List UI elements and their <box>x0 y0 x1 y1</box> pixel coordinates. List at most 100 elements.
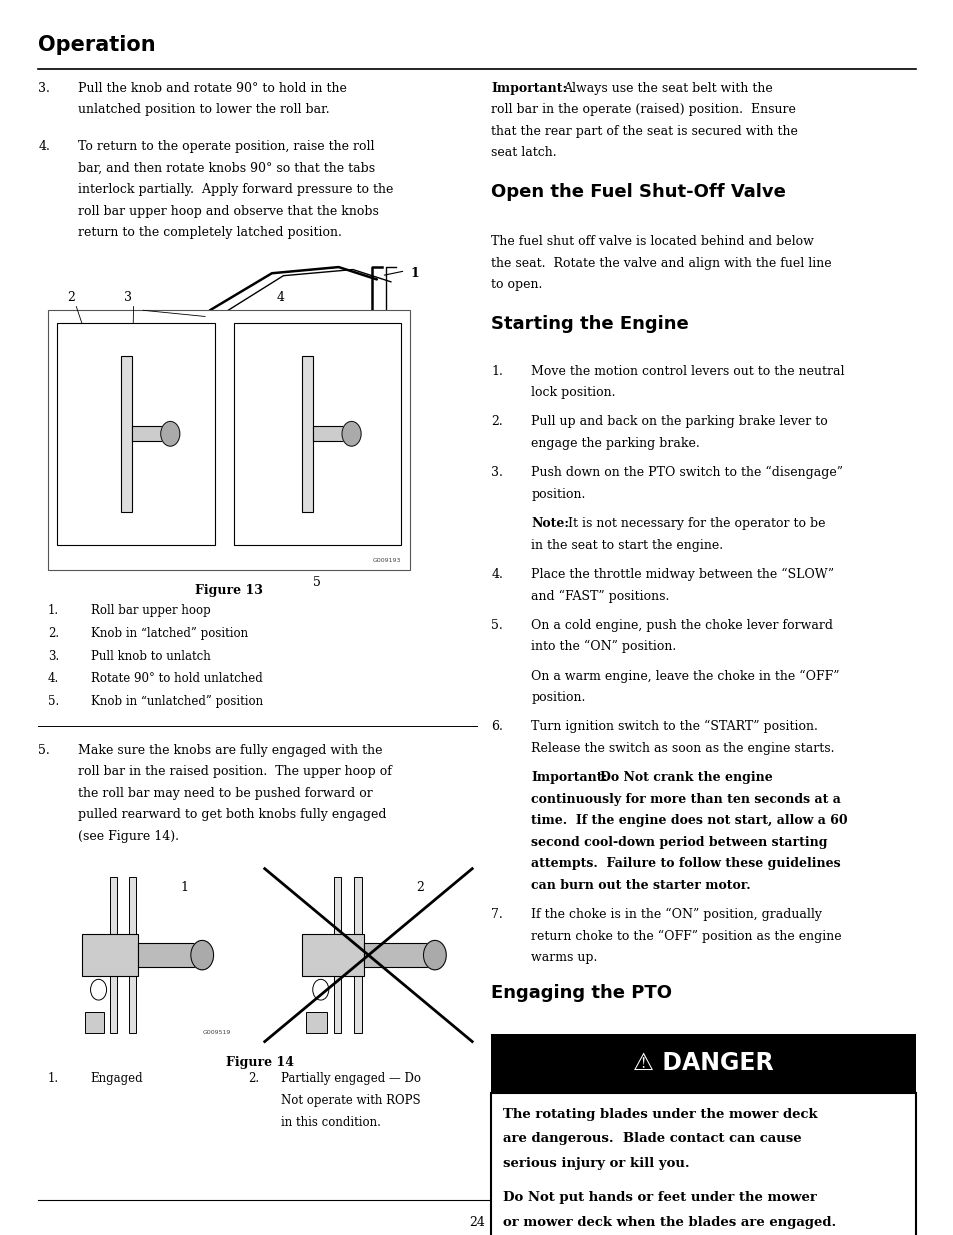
Text: 1.: 1. <box>48 1072 59 1086</box>
Text: 1.: 1. <box>491 364 502 378</box>
Text: 4.: 4. <box>48 672 59 685</box>
Text: Partially engaged — Do: Partially engaged — Do <box>281 1072 421 1086</box>
Text: Figure 14: Figure 14 <box>226 1056 294 1070</box>
Text: Turn ignition switch to the “START” position.: Turn ignition switch to the “START” posi… <box>531 720 818 734</box>
Bar <box>132 426 162 441</box>
Text: bar, and then rotate knobs 90° so that the tabs: bar, and then rotate knobs 90° so that t… <box>78 162 375 174</box>
Text: 3.: 3. <box>48 650 59 663</box>
Text: into the “ON” position.: into the “ON” position. <box>531 640 676 653</box>
Bar <box>306 1013 327 1032</box>
Text: Do Not put hands or feet under the mower: Do Not put hands or feet under the mower <box>502 1191 816 1204</box>
Text: The rotating blades under the mower deck: The rotating blades under the mower deck <box>502 1108 817 1120</box>
Text: the roll bar may need to be pushed forward or: the roll bar may need to be pushed forwa… <box>78 787 373 800</box>
Text: Pull the knob and rotate 90° to hold in the: Pull the knob and rotate 90° to hold in … <box>78 82 347 95</box>
Text: 6.: 6. <box>491 720 502 734</box>
Text: 5.: 5. <box>491 619 502 631</box>
Text: 5.: 5. <box>48 695 59 708</box>
Text: Rotate 90° to hold unlatched: Rotate 90° to hold unlatched <box>91 672 262 685</box>
Bar <box>110 877 117 1032</box>
Text: position.: position. <box>531 488 585 501</box>
Bar <box>491 1093 915 1235</box>
Text: On a cold engine, push the choke lever forward: On a cold engine, push the choke lever f… <box>531 619 833 631</box>
Bar <box>48 310 410 569</box>
Text: time.  If the engine does not start, allow a 60: time. If the engine does not start, allo… <box>531 814 847 827</box>
Text: 2.: 2. <box>48 627 59 640</box>
Bar <box>491 1034 915 1093</box>
Text: (see Figure 14).: (see Figure 14). <box>78 830 179 844</box>
Text: warms up.: warms up. <box>531 951 598 965</box>
Text: Always use the seat belt with the: Always use the seat belt with the <box>562 82 772 95</box>
Text: To return to the operate position, raise the roll: To return to the operate position, raise… <box>78 140 375 153</box>
Circle shape <box>191 940 213 969</box>
Bar <box>364 944 430 967</box>
Text: Not operate with ROPS: Not operate with ROPS <box>281 1094 420 1107</box>
Text: 2.: 2. <box>248 1072 259 1086</box>
Bar <box>334 877 341 1032</box>
Text: 1: 1 <box>180 881 188 894</box>
Text: that the rear part of the seat is secured with the: that the rear part of the seat is secure… <box>491 125 798 138</box>
Text: Engaged: Engaged <box>91 1072 143 1086</box>
Text: attempts.  Failure to follow these guidelines: attempts. Failure to follow these guidel… <box>531 857 841 871</box>
Text: 5: 5 <box>313 576 321 589</box>
Text: 4.: 4. <box>491 568 502 580</box>
Text: If the choke is in the “ON” position, gradually: If the choke is in the “ON” position, gr… <box>531 908 821 921</box>
Circle shape <box>423 940 446 969</box>
Bar <box>138 944 198 967</box>
Text: Pull knob to unlatch: Pull knob to unlatch <box>91 650 211 663</box>
Text: Starting the Engine: Starting the Engine <box>491 315 688 333</box>
Text: 1.: 1. <box>48 604 59 618</box>
Circle shape <box>160 421 179 446</box>
Text: On a warm engine, leave the choke in the “OFF”: On a warm engine, leave the choke in the… <box>531 669 839 683</box>
Bar <box>301 356 313 511</box>
Text: to open.: to open. <box>491 278 542 291</box>
Text: Release the switch as soon as the engine starts.: Release the switch as soon as the engine… <box>531 742 834 755</box>
Text: Important:: Important: <box>531 771 607 784</box>
Text: Knob in “unlatched” position: Knob in “unlatched” position <box>91 695 262 708</box>
Text: 4.: 4. <box>38 140 50 153</box>
Bar <box>57 322 214 545</box>
Text: Make sure the knobs are fully engaged with the: Make sure the knobs are fully engaged wi… <box>78 743 382 757</box>
Text: continuously for more than ten seconds at a: continuously for more than ten seconds a… <box>531 793 841 805</box>
Bar <box>129 877 136 1032</box>
Text: 1: 1 <box>410 267 418 280</box>
Bar <box>302 935 364 976</box>
Bar <box>313 426 343 441</box>
Text: It is not necessary for the operator to be: It is not necessary for the operator to … <box>567 517 824 530</box>
Text: G009193: G009193 <box>372 558 400 563</box>
Text: ⚠ DANGER: ⚠ DANGER <box>633 1051 773 1076</box>
Text: 2: 2 <box>416 881 424 894</box>
Text: Place the throttle midway between the “SLOW”: Place the throttle midway between the “S… <box>531 568 834 580</box>
Circle shape <box>341 421 360 446</box>
Text: 3: 3 <box>124 291 132 304</box>
Text: and “FAST” positions.: and “FAST” positions. <box>531 589 669 603</box>
Text: 4: 4 <box>276 291 284 304</box>
Text: G009519: G009519 <box>203 1030 232 1035</box>
Bar <box>120 356 132 511</box>
Text: in the seat to start the engine.: in the seat to start the engine. <box>531 538 722 552</box>
Text: Figure 13: Figure 13 <box>194 584 263 598</box>
Text: serious injury or kill you.: serious injury or kill you. <box>502 1157 689 1171</box>
Text: lock position.: lock position. <box>531 387 616 399</box>
Text: in this condition.: in this condition. <box>281 1115 381 1129</box>
Text: unlatched position to lower the roll bar.: unlatched position to lower the roll bar… <box>78 104 330 116</box>
Text: second cool-down period between starting: second cool-down period between starting <box>531 836 827 848</box>
Text: 2: 2 <box>67 291 74 304</box>
Text: Push down on the PTO switch to the “disengage”: Push down on the PTO switch to the “dise… <box>531 466 842 479</box>
Text: the seat.  Rotate the valve and align with the fuel line: the seat. Rotate the valve and align wit… <box>491 257 831 269</box>
Bar <box>354 877 361 1032</box>
Text: seat latch.: seat latch. <box>491 146 557 159</box>
Text: or mower deck when the blades are engaged.: or mower deck when the blades are engage… <box>502 1215 835 1229</box>
Text: Important:: Important: <box>491 82 567 95</box>
Text: engage the parking brake.: engage the parking brake. <box>531 437 700 450</box>
Text: 7.: 7. <box>491 908 502 921</box>
Text: 3.: 3. <box>491 466 502 479</box>
Text: position.: position. <box>531 690 585 704</box>
Text: Pull up and back on the parking brake lever to: Pull up and back on the parking brake le… <box>531 415 827 429</box>
Bar <box>86 1013 104 1032</box>
Text: Knob in “latched” position: Knob in “latched” position <box>91 627 248 640</box>
Text: Engaging the PTO: Engaging the PTO <box>491 984 672 1002</box>
Bar <box>233 322 400 545</box>
Text: Note:: Note: <box>531 517 569 530</box>
Text: roll bar in the raised position.  The upper hoop of: roll bar in the raised position. The upp… <box>78 766 392 778</box>
Text: 3.: 3. <box>38 82 50 95</box>
